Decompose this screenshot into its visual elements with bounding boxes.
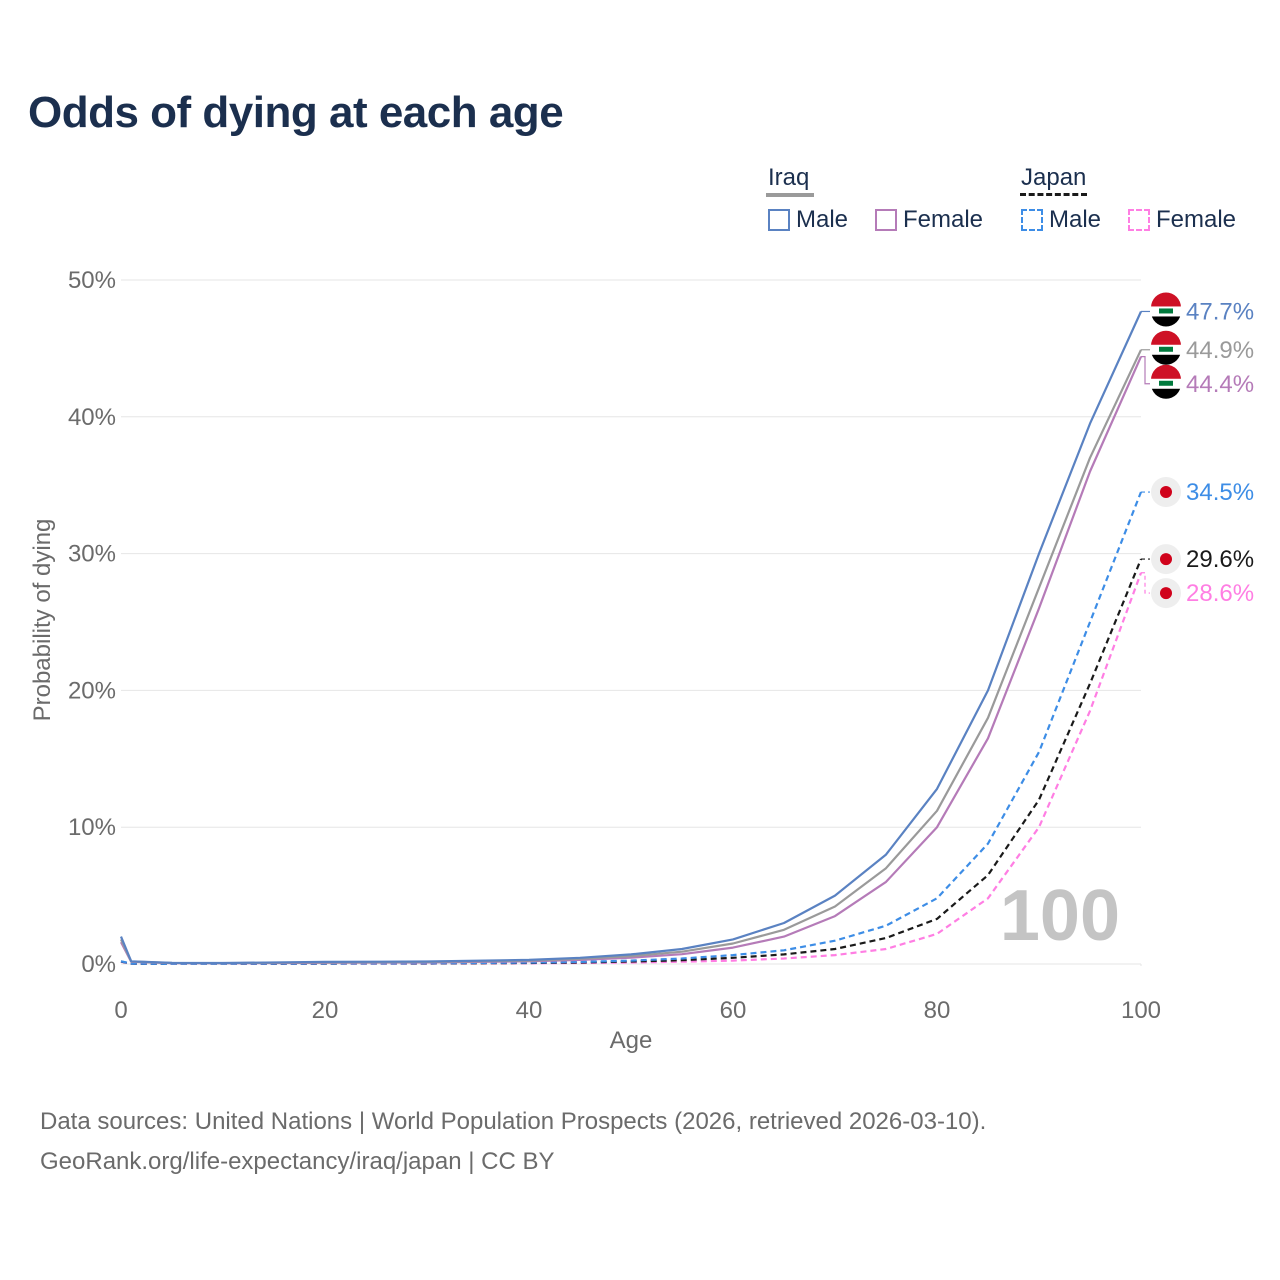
y-tick-label: 30% — [68, 541, 116, 568]
y-tick-label: 0% — [81, 951, 116, 978]
footer-credit[interactable]: GeoRank.org/life-expectancy/iraq/japan |… — [40, 1148, 555, 1175]
japan-flag-icon — [1151, 578, 1181, 609]
legend-group-japan: Japan — [1021, 164, 1087, 191]
end-label-connector — [1141, 356, 1150, 385]
y-tick-label: 50% — [68, 267, 116, 294]
series-line-japan-male — [120, 491, 1143, 966]
legend-swatch-iraq-female — [875, 209, 897, 231]
series-line-iraq-female — [120, 356, 1143, 965]
x-tick-label: 60 — [720, 997, 747, 1024]
x-tick-label: 0 — [114, 997, 127, 1024]
iraq-flag-icon — [1151, 330, 1181, 365]
legend-label-iraq-female: Female — [903, 206, 984, 233]
legend-underline-japan — [1020, 193, 1087, 196]
series-line-iraq-male — [119, 311, 1143, 965]
end-value-label: 47.7% — [1186, 298, 1254, 325]
x-tick-label: 20 — [312, 997, 339, 1024]
y-tick-label: 20% — [68, 677, 116, 704]
end-value-label: 34.5% — [1186, 479, 1254, 506]
end-value-label: 29.6% — [1186, 546, 1254, 573]
end-label-connector — [1141, 572, 1150, 594]
legend-group-iraq: Iraq — [768, 164, 810, 191]
y-axis-title: Probability of dying — [29, 519, 56, 722]
chart-title: Odds of dying at each age — [28, 88, 564, 137]
series-line-japan-female — [120, 572, 1143, 966]
x-axis-title: Age — [610, 1027, 653, 1054]
iraq-flag-icon — [1151, 364, 1181, 399]
series-line-japan-total — [120, 558, 1143, 966]
legend-label-japan-male: Male — [1049, 206, 1102, 233]
y-tick-label: 40% — [68, 404, 116, 431]
legend-label-iraq-male: Male — [796, 206, 849, 233]
legend-item-japan-male[interactable]: Male — [1021, 206, 1101, 234]
end-value-label: 28.6% — [1186, 580, 1254, 607]
legend-item-iraq-female[interactable]: Female — [875, 206, 983, 234]
end-value-label: 44.9% — [1186, 337, 1254, 364]
legend-item-japan-female[interactable]: Female — [1128, 206, 1236, 234]
legend-underline-iraq — [766, 193, 814, 197]
legend-swatch-iraq-male — [768, 209, 790, 231]
age-watermark: 100 — [1000, 876, 1120, 956]
x-tick-label: 40 — [516, 997, 543, 1024]
legend-swatch-japan-female — [1128, 209, 1150, 231]
end-value-label: 44.4% — [1186, 371, 1254, 398]
x-tick-label: 80 — [924, 997, 951, 1024]
x-tick-label: 100 — [1121, 997, 1161, 1024]
series-line-iraq-total — [120, 349, 1142, 965]
japan-flag-icon — [1151, 477, 1181, 508]
japan-flag-icon — [1151, 544, 1181, 575]
legend-item-iraq-male[interactable]: Male — [768, 206, 848, 234]
y-tick-label: 10% — [68, 814, 116, 841]
iraq-flag-icon — [1151, 292, 1181, 327]
footer-sources: Data sources: United Nations | World Pop… — [40, 1108, 987, 1135]
legend-label-japan-female: Female — [1156, 206, 1237, 233]
legend-swatch-japan-male — [1021, 209, 1043, 231]
